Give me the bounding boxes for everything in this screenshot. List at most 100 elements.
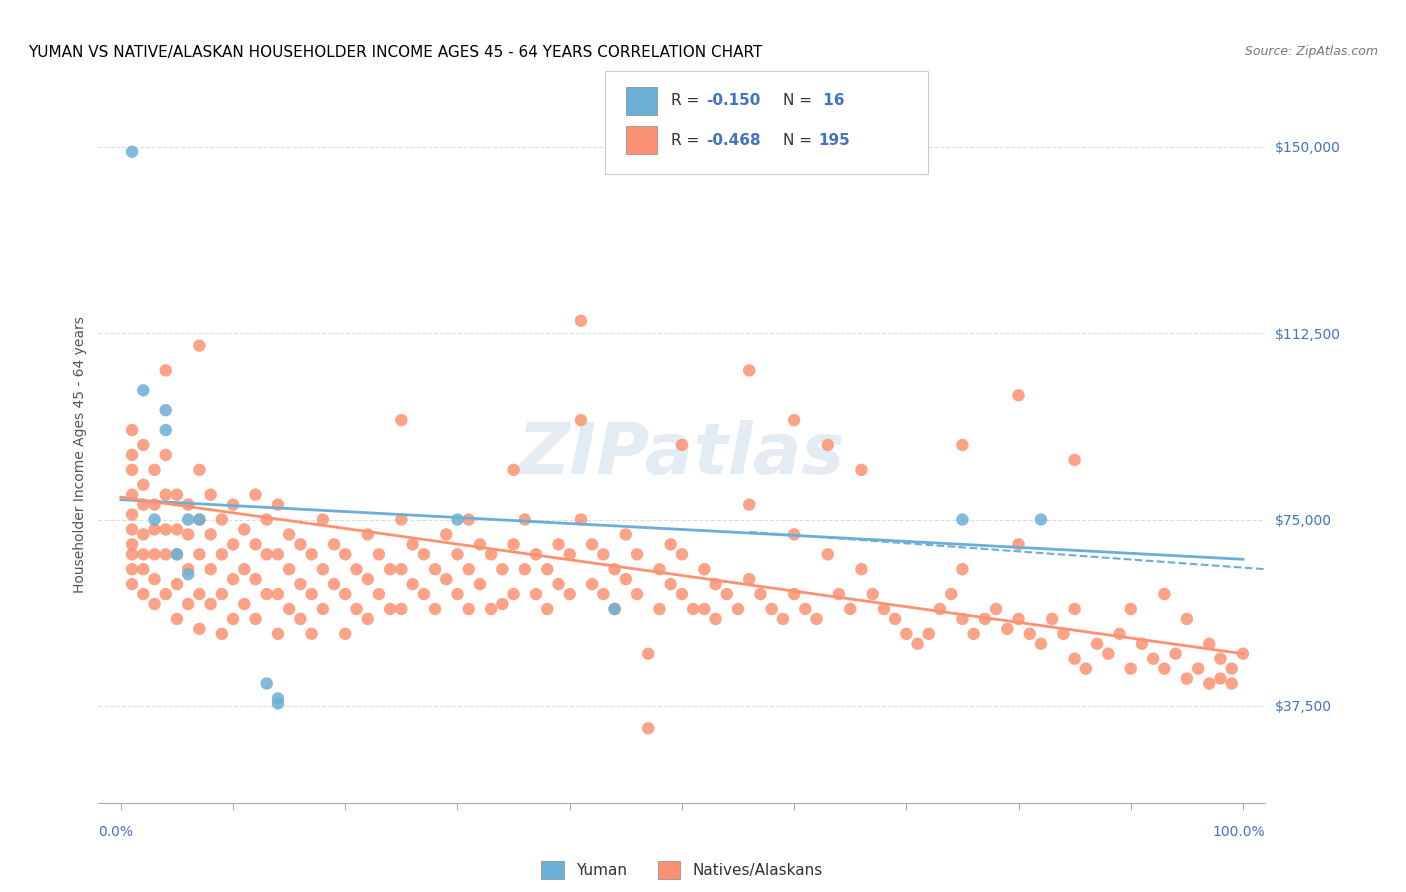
- Point: [1018, 627, 1040, 641]
- Point: [155, 403, 177, 417]
- Point: [896, 627, 918, 641]
- Point: [1142, 651, 1164, 665]
- Point: [772, 612, 794, 626]
- Point: [1209, 672, 1232, 686]
- Point: [155, 523, 177, 537]
- Point: [188, 587, 211, 601]
- Point: [1119, 602, 1142, 616]
- Point: [513, 562, 536, 576]
- Point: [446, 547, 468, 561]
- Point: [233, 523, 256, 537]
- Point: [446, 587, 468, 601]
- Point: [851, 562, 873, 576]
- Point: [973, 612, 995, 626]
- Point: [952, 562, 974, 576]
- Point: [918, 627, 941, 641]
- Point: [1085, 637, 1108, 651]
- Point: [581, 577, 603, 591]
- Point: [783, 527, 806, 541]
- Point: [357, 572, 380, 586]
- Point: [457, 512, 479, 526]
- Point: [727, 602, 749, 616]
- Point: [1063, 651, 1085, 665]
- Point: [1007, 537, 1029, 551]
- Point: [626, 547, 648, 561]
- Point: [749, 587, 772, 601]
- Point: [1175, 612, 1198, 626]
- Point: [121, 547, 143, 561]
- Point: [536, 602, 558, 616]
- Point: [177, 567, 200, 582]
- Point: [716, 587, 738, 601]
- Point: [155, 587, 177, 601]
- Point: [389, 413, 412, 427]
- Point: [614, 572, 637, 586]
- Point: [502, 463, 524, 477]
- Point: [569, 512, 592, 526]
- Point: [626, 587, 648, 601]
- Point: [884, 612, 907, 626]
- Point: [569, 314, 592, 328]
- Point: [592, 587, 614, 601]
- Point: [177, 527, 200, 541]
- Point: [558, 547, 581, 561]
- Point: [682, 602, 704, 616]
- Point: [862, 587, 884, 601]
- Point: [389, 512, 412, 526]
- Point: [1029, 637, 1052, 651]
- Point: [1130, 637, 1153, 651]
- Point: [1063, 602, 1085, 616]
- Text: -0.150: -0.150: [706, 94, 761, 108]
- Point: [1175, 672, 1198, 686]
- Point: [794, 602, 817, 616]
- Point: [121, 423, 143, 437]
- Point: [603, 602, 626, 616]
- Text: YUMAN VS NATIVE/ALASKAN HOUSEHOLDER INCOME AGES 45 - 64 YEARS CORRELATION CHART: YUMAN VS NATIVE/ALASKAN HOUSEHOLDER INCO…: [28, 45, 762, 60]
- Point: [132, 477, 155, 491]
- Point: [457, 562, 479, 576]
- Point: [200, 562, 222, 576]
- Point: [457, 602, 479, 616]
- Point: [368, 587, 391, 601]
- Point: [491, 597, 513, 611]
- Point: [929, 602, 952, 616]
- Legend: Yuman, Natives/Alaskans: Yuman, Natives/Alaskans: [534, 855, 830, 886]
- Point: [211, 587, 233, 601]
- Point: [547, 537, 569, 551]
- Point: [143, 498, 166, 512]
- Point: [502, 537, 524, 551]
- Point: [121, 448, 143, 462]
- Point: [312, 602, 335, 616]
- Point: [693, 602, 716, 616]
- Point: [188, 338, 211, 352]
- Point: [211, 547, 233, 561]
- Point: [155, 448, 177, 462]
- Point: [1220, 676, 1243, 690]
- Point: [1220, 662, 1243, 676]
- Point: [155, 547, 177, 561]
- Point: [1097, 647, 1119, 661]
- Point: [132, 498, 155, 512]
- Point: [671, 547, 693, 561]
- Point: [267, 627, 290, 641]
- Text: 0.0%: 0.0%: [98, 825, 134, 839]
- Point: [357, 612, 380, 626]
- Point: [558, 587, 581, 601]
- Point: [335, 587, 357, 601]
- Point: [817, 438, 839, 452]
- Point: [536, 562, 558, 576]
- Point: [233, 597, 256, 611]
- Point: [1119, 662, 1142, 676]
- Point: [301, 547, 323, 561]
- Point: [806, 612, 828, 626]
- Point: [143, 572, 166, 586]
- Point: [222, 498, 245, 512]
- Point: [1209, 651, 1232, 665]
- Point: [704, 577, 727, 591]
- Point: [188, 547, 211, 561]
- Point: [1040, 612, 1063, 626]
- Point: [132, 587, 155, 601]
- Point: [290, 612, 312, 626]
- Point: [995, 622, 1018, 636]
- Point: [648, 602, 671, 616]
